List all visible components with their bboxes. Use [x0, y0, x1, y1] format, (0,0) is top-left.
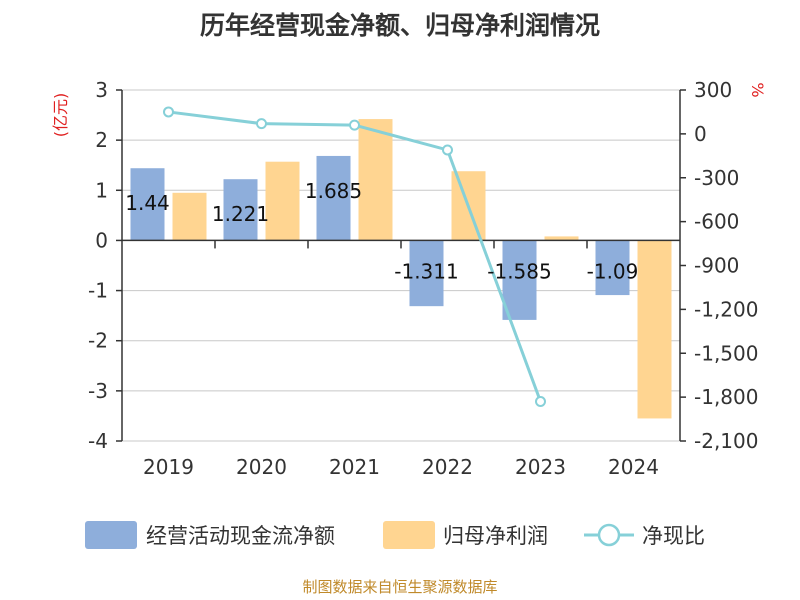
left-tick-label: 1 [95, 178, 108, 202]
left-tick-label: -3 [88, 379, 108, 403]
chart-title: 历年经营现金净额、归母净利润情况 [200, 11, 600, 40]
bar-net-profit [544, 236, 579, 241]
data-label: 1.44 [125, 191, 170, 215]
ratio-line [168, 110, 542, 403]
right-tick-label: -1,800 [694, 385, 758, 409]
source-note: 制图数据来自恒生聚源数据库 [302, 578, 497, 596]
bar-net-profit [265, 161, 300, 241]
legend-swatch-cash-flow [85, 521, 137, 549]
right-tick-label: -2,100 [694, 429, 758, 453]
left-tick-label: -4 [88, 429, 108, 453]
bar-net-profit [358, 119, 393, 241]
category-label: 2023 [515, 455, 566, 479]
category-label: 2019 [143, 455, 194, 479]
data-label: 1.685 [305, 179, 362, 203]
right-tick-label: -600 [694, 210, 739, 234]
right-axis-unit: % [748, 82, 767, 97]
bar-cash-flow [409, 240, 444, 307]
left-tick-label: -2 [88, 329, 108, 353]
data-label: -1.311 [394, 259, 458, 283]
ratio-point [163, 106, 174, 118]
category-label: 2022 [422, 455, 473, 479]
ratio-point [535, 396, 546, 408]
legend-swatch-ratio-marker [597, 523, 621, 547]
ratio-point [442, 144, 453, 156]
right-tick-label: -900 [694, 254, 739, 278]
right-tick-label: 0 [694, 122, 707, 146]
legend-label-ratio: 净现比 [642, 524, 705, 548]
category-label: 2024 [608, 455, 659, 479]
data-label: 1.221 [212, 202, 269, 226]
axes [116, 89, 686, 442]
data-label: -1.585 [487, 259, 551, 283]
bar-cash-flow [223, 179, 258, 241]
legend-label-net-profit: 归母净利润 [443, 524, 548, 548]
left-tick-label: 3 [95, 78, 108, 102]
grid-lines [122, 89, 680, 442]
legend: 经营活动现金流净额 归母净利润 净现比 [85, 521, 705, 549]
left-axis-unit: (亿元) [51, 93, 70, 138]
legend-label-cash-flow: 经营活动现金流净额 [146, 524, 335, 548]
data-labels: 1.44 1.221 1.685 -1.311 -1.585 -1.09 [125, 179, 638, 283]
bar-cash-flow [130, 168, 165, 241]
bar-net-profit [637, 240, 672, 419]
bar-cash-flow [316, 155, 351, 241]
left-tick-label: 2 [95, 128, 108, 152]
bar-net-profit [172, 192, 207, 241]
legend-swatch-net-profit [383, 521, 435, 549]
category-label: 2020 [236, 455, 287, 479]
left-tick-label: 0 [95, 228, 108, 252]
ratio-point [349, 119, 360, 131]
left-tick-label: -1 [88, 279, 108, 303]
series-line [163, 106, 546, 408]
bar-cash-flow [502, 240, 537, 320]
ratio-point [256, 118, 267, 130]
right-tick-label: -300 [694, 166, 739, 190]
bars [130, 119, 672, 419]
right-tick-label: -1,200 [694, 297, 758, 321]
data-label: -1.09 [587, 259, 639, 283]
right-tick-label: 300 [694, 78, 732, 102]
right-tick-label: -1,500 [694, 341, 758, 365]
bar-cash-flow [595, 240, 630, 296]
category-label: 2021 [329, 455, 380, 479]
tick-labels: 3 2 1 0 -1 -2 -3 -4 300 0 -300 -600 -900 -1,200 -1,500… [88, 78, 758, 479]
